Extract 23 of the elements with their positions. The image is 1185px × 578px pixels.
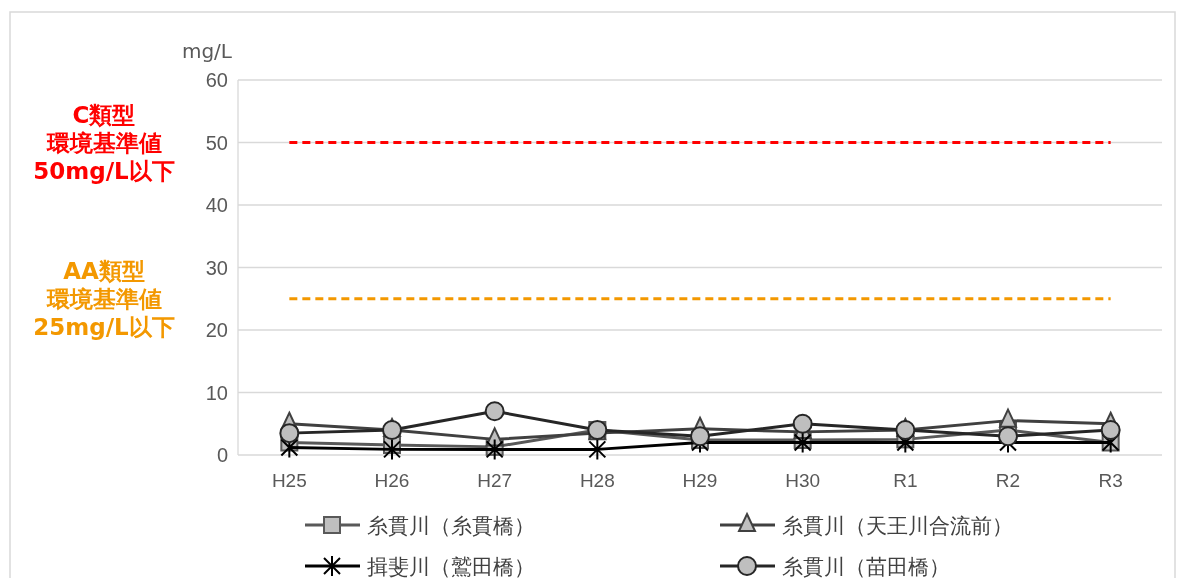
x-tick-label: H27 (477, 470, 513, 491)
y-tick-label: 20 (205, 319, 228, 341)
y-tick-label: 50 (205, 131, 228, 154)
x-tick-label: R1 (893, 470, 918, 491)
x-tick-label: R2 (995, 470, 1021, 491)
x-tick-label: H26 (374, 470, 410, 491)
legend-label: 揖斐川（鷲田橋） (367, 555, 535, 578)
legend-label: 糸貫川（苗田橋） (782, 555, 950, 578)
legend-label: 糸貫川（糸貫橋） (367, 514, 535, 538)
x-tick-label: H30 (785, 470, 821, 491)
y-tick-label: 40 (205, 194, 228, 216)
x-tick-label: H29 (682, 470, 718, 491)
y-axis-title: mg/L (181, 39, 233, 63)
y-tick-label: 0 (216, 444, 228, 466)
y-tick-label: 60 (205, 69, 228, 91)
legend-label: 糸貫川（天王川合流前） (782, 514, 1013, 538)
ref-line-label: C類型環境基準値50mg/L以下 (33, 101, 175, 184)
x-tick-label: R3 (1098, 470, 1123, 491)
x-tick-label: H28 (579, 470, 615, 491)
y-tick-label: 10 (205, 381, 228, 404)
y-tick-label: 30 (205, 256, 228, 279)
x-tick-label: H25 (271, 470, 307, 491)
ref-line-label: AA類型環境基準値25mg/L以下 (33, 257, 175, 340)
